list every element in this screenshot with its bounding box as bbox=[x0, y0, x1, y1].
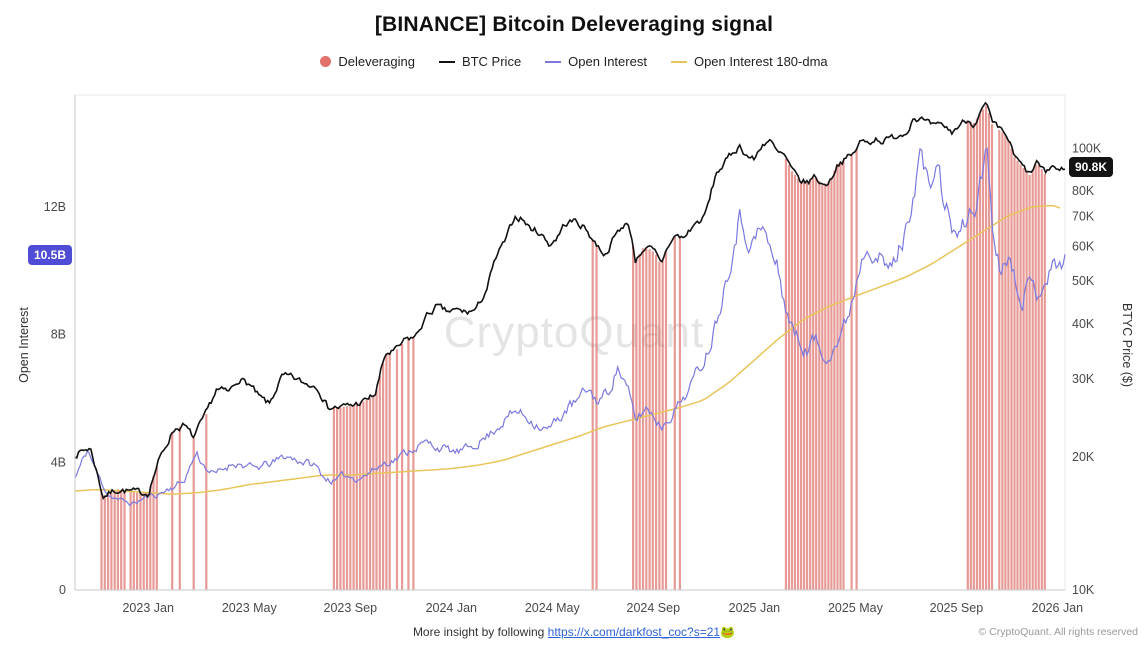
deleveraging-dot-icon bbox=[320, 56, 332, 67]
svg-text:2024 May: 2024 May bbox=[525, 601, 581, 615]
svg-text:0: 0 bbox=[59, 583, 66, 597]
copyright-notice: © CryptoQuant. All rights reserved bbox=[978, 626, 1138, 638]
svg-text:2025 Sep: 2025 Sep bbox=[930, 601, 984, 615]
legend-label: Deleveraging bbox=[338, 54, 415, 69]
oi-180dma-line-icon bbox=[670, 60, 687, 63]
svg-text:10K: 10K bbox=[1072, 583, 1095, 597]
legend-item-deleveraging[interactable]: Deleveraging bbox=[320, 54, 415, 69]
svg-text:50K: 50K bbox=[1072, 274, 1095, 288]
svg-text:60K: 60K bbox=[1072, 239, 1095, 253]
legend-item-oi-180dma[interactable]: Open Interest 180-dma bbox=[670, 54, 828, 69]
svg-text:2023 Sep: 2023 Sep bbox=[324, 601, 378, 615]
btc-price-value-badge: 90.8K bbox=[1069, 156, 1114, 178]
svg-text:2024 Jan: 2024 Jan bbox=[426, 601, 477, 615]
svg-text:100K: 100K bbox=[1072, 141, 1102, 155]
footer-insight: More insight by following https://x.com/… bbox=[0, 625, 1148, 639]
frog-emoji-icon: 🐸 bbox=[720, 625, 736, 639]
svg-text:40K: 40K bbox=[1072, 317, 1095, 331]
legend: Deleveraging BTC Price Open Interest Ope… bbox=[0, 54, 1148, 69]
left-axis-title: Open Interest bbox=[17, 307, 31, 383]
right-axis-title: BTYC Price ($) bbox=[1120, 302, 1134, 388]
footer-insight-text: More insight by following bbox=[412, 625, 548, 639]
chart-title: [BINANCE] Bitcoin Deleveraging signal bbox=[374, 13, 774, 36]
svg-text:2023 Jan: 2023 Jan bbox=[122, 601, 173, 615]
svg-text:12B: 12B bbox=[44, 200, 66, 214]
legend-item-open-interest[interactable]: Open Interest bbox=[545, 54, 647, 69]
svg-text:70K: 70K bbox=[1072, 210, 1095, 224]
svg-text:4B: 4B bbox=[51, 455, 66, 469]
legend-label: BTC Price bbox=[461, 54, 522, 69]
legend-label: Open Interest bbox=[568, 54, 647, 69]
svg-text:2025 Jan: 2025 Jan bbox=[729, 601, 780, 615]
svg-text:20K: 20K bbox=[1072, 450, 1095, 464]
open-interest-value-badge: 10.5B bbox=[27, 244, 72, 266]
legend-label: Open Interest 180-dma bbox=[693, 54, 828, 69]
btc-price-line-icon bbox=[438, 60, 455, 63]
svg-text:2026 Jan: 2026 Jan bbox=[1032, 601, 1083, 615]
svg-text:30K: 30K bbox=[1072, 372, 1095, 386]
svg-text:2025 May: 2025 May bbox=[828, 601, 884, 615]
svg-text:8B: 8B bbox=[51, 328, 66, 342]
svg-text:2023 May: 2023 May bbox=[222, 601, 278, 615]
legend-item-btc-price[interactable]: BTC Price bbox=[438, 54, 522, 69]
darkfost-link[interactable]: https://x.com/darkfost_coc?s=21 bbox=[547, 625, 721, 639]
open-interest-line-icon bbox=[545, 60, 562, 63]
svg-text:80K: 80K bbox=[1072, 184, 1095, 198]
svg-text:2024 Sep: 2024 Sep bbox=[627, 601, 681, 615]
